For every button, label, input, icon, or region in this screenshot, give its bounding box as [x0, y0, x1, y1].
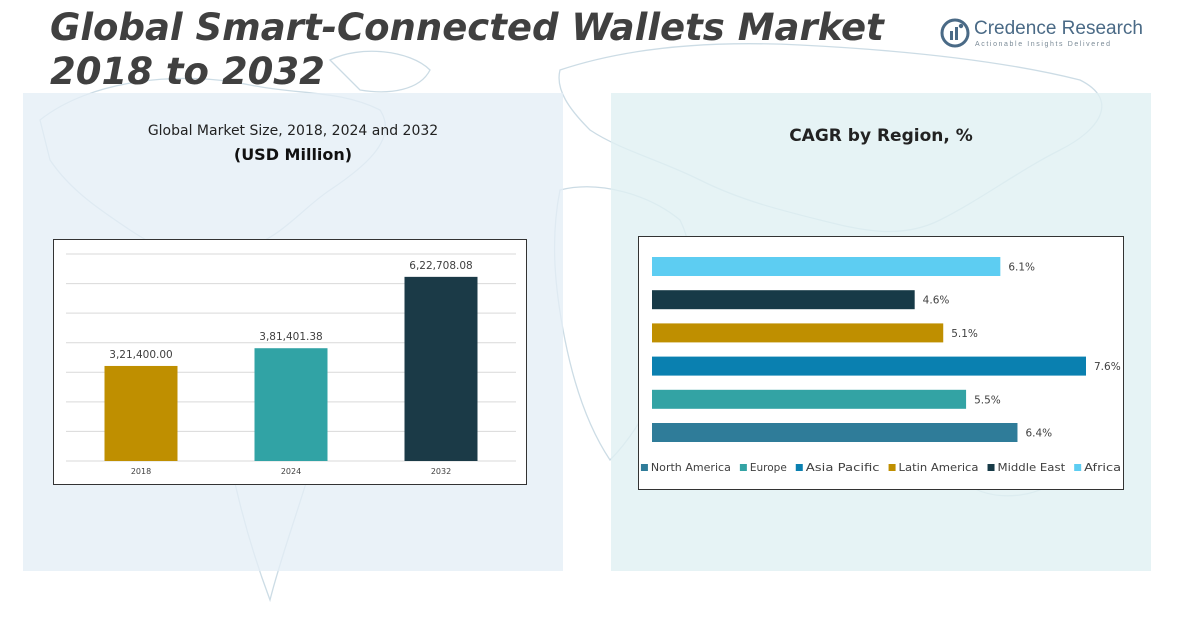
bar-north-america: [652, 423, 1018, 442]
legend-label: Europe: [750, 461, 787, 474]
bar-asia-pacific: [652, 356, 1086, 376]
page-title: Global Smart-Connected Wallets Market 20…: [50, 6, 884, 93]
legend-swatch: [888, 464, 896, 471]
cagr-chart: 6.1% 4.6% 5.1% 7.6% 5.5% 6.4% North America Eur…: [638, 236, 1124, 490]
credence-logo: Credence Research Actionable Insights De…: [940, 16, 1143, 52]
legend-item: Middle East: [987, 461, 1066, 474]
credence-logo-icon: [940, 18, 970, 48]
logo-tagline: Actionable Insights Delivered: [975, 41, 1112, 48]
bar-value-label: 5.5%: [974, 394, 1001, 406]
market-size-unit: (USD Million): [233, 145, 353, 164]
legend-item: Europe: [739, 461, 787, 474]
bar-africa: [652, 257, 1001, 276]
legend-swatch: [640, 464, 648, 471]
bar-2024: [254, 348, 328, 461]
legend-swatch: [739, 464, 747, 471]
bar-value-label: 6.1%: [1008, 262, 1035, 274]
bar-2032: [404, 276, 478, 461]
bar-value-label: 7.6%: [1094, 361, 1121, 373]
legend-label: Latin America: [899, 461, 979, 474]
bar-value-label: 3,21,400.00: [109, 349, 172, 361]
legend-item: Africa: [1074, 461, 1121, 474]
legend-swatch: [795, 464, 803, 471]
bar-value-label: 3,81,401.38: [259, 331, 322, 343]
legend-swatch: [987, 464, 995, 471]
legend-label: North America: [651, 461, 731, 474]
legend-label: Africa: [1084, 461, 1121, 474]
legend-label: Asia Pacific: [806, 461, 880, 474]
legend-item: Asia Pacific: [795, 461, 880, 474]
bar-value-label: 6.4%: [1025, 428, 1052, 440]
market-size-subtitle: Global Market Size, 2018, 2024 and 2032: [147, 123, 439, 139]
market-size-chart-svg: 3,21,400.00 2018 3,81,401.38 2024 6,22,708.0…: [66, 253, 516, 476]
bar-europe: [652, 389, 967, 409]
bar-value-label: 6,22,708.08: [409, 260, 472, 272]
bar-2018: [104, 365, 178, 461]
x-tick-label: 2018: [131, 467, 151, 476]
legend-label: Middle East: [998, 461, 1066, 474]
bar-value-label: 4.6%: [923, 295, 950, 307]
x-tick-label: 2032: [431, 467, 451, 476]
legend-item: North America: [640, 461, 731, 474]
cagr-heading: CAGR by Region, %: [789, 126, 973, 146]
bar-value-label: 5.1%: [951, 328, 978, 340]
logo-name: Credence Research: [974, 18, 1143, 39]
legend-swatch: [1074, 464, 1082, 471]
cagr-chart-svg: 6.1% 4.6% 5.1% 7.6% 5.5% 6.4% North America Eur…: [640, 257, 1121, 474]
bar-middle-east: [652, 290, 915, 310]
chart-legend: North America Europe Asia Pacific Latin Ame…: [640, 461, 1121, 474]
market-size-chart: 3,21,400.00 2018 3,81,401.38 2024 6,22,708.0…: [53, 239, 527, 485]
bar-latin-america: [652, 323, 944, 343]
legend-item: Latin America: [888, 461, 979, 474]
x-tick-label: 2024: [281, 467, 301, 476]
